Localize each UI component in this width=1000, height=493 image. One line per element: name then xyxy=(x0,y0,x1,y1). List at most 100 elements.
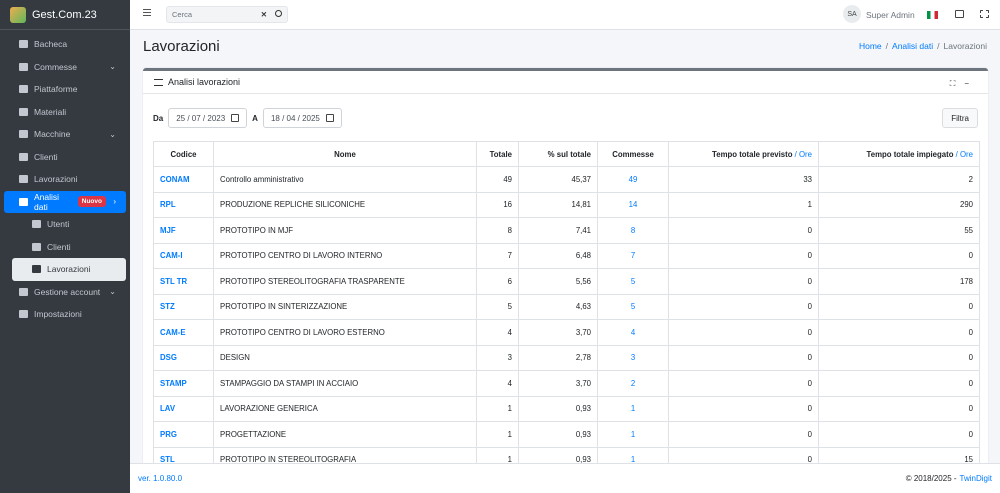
table-row: CAM-I PROTOTIPO CENTRO DI LAVORO INTERNO 7… xyxy=(153,242,980,269)
nav-label: Clienti xyxy=(47,241,71,252)
table-cell[interactable]: RPL xyxy=(153,191,214,218)
nav-item[interactable]: Bacheca xyxy=(4,33,126,56)
table-cell: 33 xyxy=(668,166,819,193)
nav-item[interactable]: Impostazioni xyxy=(4,303,126,326)
table-cell: 2 xyxy=(818,166,980,193)
table-cell: 0 xyxy=(818,319,980,346)
nav-label: Bacheca xyxy=(34,39,68,50)
breadcrumb-link[interactable]: Home xyxy=(858,41,882,51)
table-cell: 6 xyxy=(476,268,519,295)
column-header: Codice xyxy=(153,141,214,167)
table-cell: 0,93 xyxy=(518,395,598,422)
menu-toggle[interactable] xyxy=(143,9,151,16)
date-input[interactable]: 25 / 07 / 2023 xyxy=(168,108,248,128)
nav-item[interactable]: Lavorazioni xyxy=(4,168,126,191)
header-row: Codice Nome Totale % sul totale Commesse Temp… xyxy=(153,141,980,167)
table-cell[interactable]: STAMP xyxy=(153,370,214,397)
table-cell[interactable]: 49 xyxy=(597,166,669,193)
table-cell: 0 xyxy=(818,421,980,448)
table-cell[interactable]: STL TR xyxy=(153,268,214,295)
table-cell[interactable]: 1 xyxy=(597,421,669,448)
user-name[interactable]: Super Admin xyxy=(866,10,915,20)
table-cell: 0,93 xyxy=(518,446,598,463)
card-tools[interactable]: ⛶− xyxy=(949,79,978,88)
nav-item[interactable]: Lavorazioni xyxy=(12,258,126,281)
table-cell[interactable]: 5 xyxy=(597,293,669,320)
table-cell: 7,41 xyxy=(518,217,598,244)
topbar: Cerca ✕ SA Super Admin xyxy=(130,0,1000,30)
table-cell[interactable]: 1 xyxy=(597,446,669,463)
table-cell[interactable]: MJF xyxy=(153,217,214,244)
table-cell[interactable]: LAV xyxy=(153,395,214,422)
table-cell: 0 xyxy=(668,421,819,448)
table-cell: 3,70 xyxy=(518,370,598,397)
table-cell[interactable]: STZ xyxy=(153,293,214,320)
messages-icon[interactable] xyxy=(955,10,964,18)
table-cell: 0 xyxy=(818,370,980,397)
table-cell[interactable]: CAM-I xyxy=(153,242,214,269)
company-link[interactable]: TwinDigit xyxy=(959,474,992,483)
card: Analisi lavorazioni ⛶− Da 25 / 07 / 2023 … xyxy=(143,68,988,463)
sidebar: Gest.Com.23 Bacheca Commesse ⌄ Piattaforme M… xyxy=(0,0,130,493)
menu: Bacheca Commesse ⌄ Piattaforme Materiali Macc… xyxy=(0,30,130,326)
nav-icon xyxy=(19,107,28,116)
date-input[interactable]: 18 / 04 / 2025 xyxy=(262,108,342,128)
table-cell: 0 xyxy=(668,268,819,295)
table-cell[interactable]: 2 xyxy=(597,370,669,397)
table-cell[interactable]: CAM-E xyxy=(153,319,214,346)
table-cell[interactable]: 5 xyxy=(597,268,669,295)
table-cell[interactable]: DSG xyxy=(153,344,214,371)
brand[interactable]: Gest.Com.23 xyxy=(0,0,130,30)
calendar-icon xyxy=(325,114,334,122)
table-cell[interactable]: 7 xyxy=(597,242,669,269)
breadcrumb-link[interactable]: Analisi dati xyxy=(892,41,934,51)
nav-item[interactable]: Gestione account ⌄ xyxy=(4,281,126,304)
logo xyxy=(10,6,26,23)
nav-label: Analisi dati xyxy=(34,191,60,212)
column-label: Nome xyxy=(334,149,356,159)
table-cell[interactable]: PRG xyxy=(153,421,214,448)
table-cell[interactable]: 4 xyxy=(597,319,669,346)
nav-item[interactable]: Clienti xyxy=(4,146,126,169)
from-label: Da xyxy=(153,113,164,123)
column-label: Codice xyxy=(170,149,197,159)
nav-item[interactable]: Commesse ⌄ xyxy=(4,56,126,79)
table-cell[interactable]: 3 xyxy=(597,344,669,371)
column-header: Nome xyxy=(213,141,477,167)
caret: ⌄ xyxy=(109,129,116,139)
avatar[interactable]: SA xyxy=(843,5,861,23)
page-title: Lavorazioni xyxy=(143,38,220,55)
table-cell[interactable]: 1 xyxy=(597,395,669,422)
nav-item[interactable]: Macchine ⌄ xyxy=(4,123,126,146)
nav-item[interactable]: Piattaforme xyxy=(4,78,126,101)
table-cell: 1 xyxy=(476,421,519,448)
table-cell: 6,48 xyxy=(518,242,598,269)
nav-item[interactable]: Utenti xyxy=(12,213,126,236)
caret: ⌄ xyxy=(109,287,116,297)
clear-icon[interactable]: ✕ xyxy=(260,10,267,19)
nav-item[interactable]: Analisi dati Nuovo › xyxy=(4,190,126,213)
language-flag[interactable] xyxy=(927,11,938,19)
table-row: PRG PROGETTAZIONE 1 0,93 1 0 0 xyxy=(153,421,980,448)
breadcrumb-current: Lavorazioni xyxy=(943,41,987,51)
date-value: 18 / 04 / 2025 xyxy=(270,113,320,123)
filter-button[interactable]: Filtra xyxy=(942,108,978,128)
nav-item[interactable]: Materiali xyxy=(4,101,126,124)
table-cell[interactable]: 8 xyxy=(597,217,669,244)
table-cell: PROTOTIPO IN MJF xyxy=(213,217,477,244)
table-cell: 15 xyxy=(818,446,980,463)
column-header: Totale xyxy=(476,141,519,167)
search-box[interactable]: Cerca ✕ xyxy=(166,6,288,23)
nav-label: Gestione account xyxy=(34,286,101,297)
nav-label: Macchine xyxy=(34,129,71,140)
nav-item[interactable]: Clienti xyxy=(12,236,126,259)
fullscreen-icon[interactable] xyxy=(980,10,989,18)
table-cell[interactable]: 14 xyxy=(597,191,669,218)
table-cell[interactable]: CONAM xyxy=(153,166,214,193)
table-body: CONAM Controllo amministrativo 49 45,37 49 33… xyxy=(153,166,980,463)
search-icon[interactable] xyxy=(275,10,282,17)
table-cell[interactable]: STL xyxy=(153,446,214,463)
table-cell: 0 xyxy=(668,370,819,397)
table-cell: 8 xyxy=(476,217,519,244)
caret: ⌄ xyxy=(109,62,116,72)
